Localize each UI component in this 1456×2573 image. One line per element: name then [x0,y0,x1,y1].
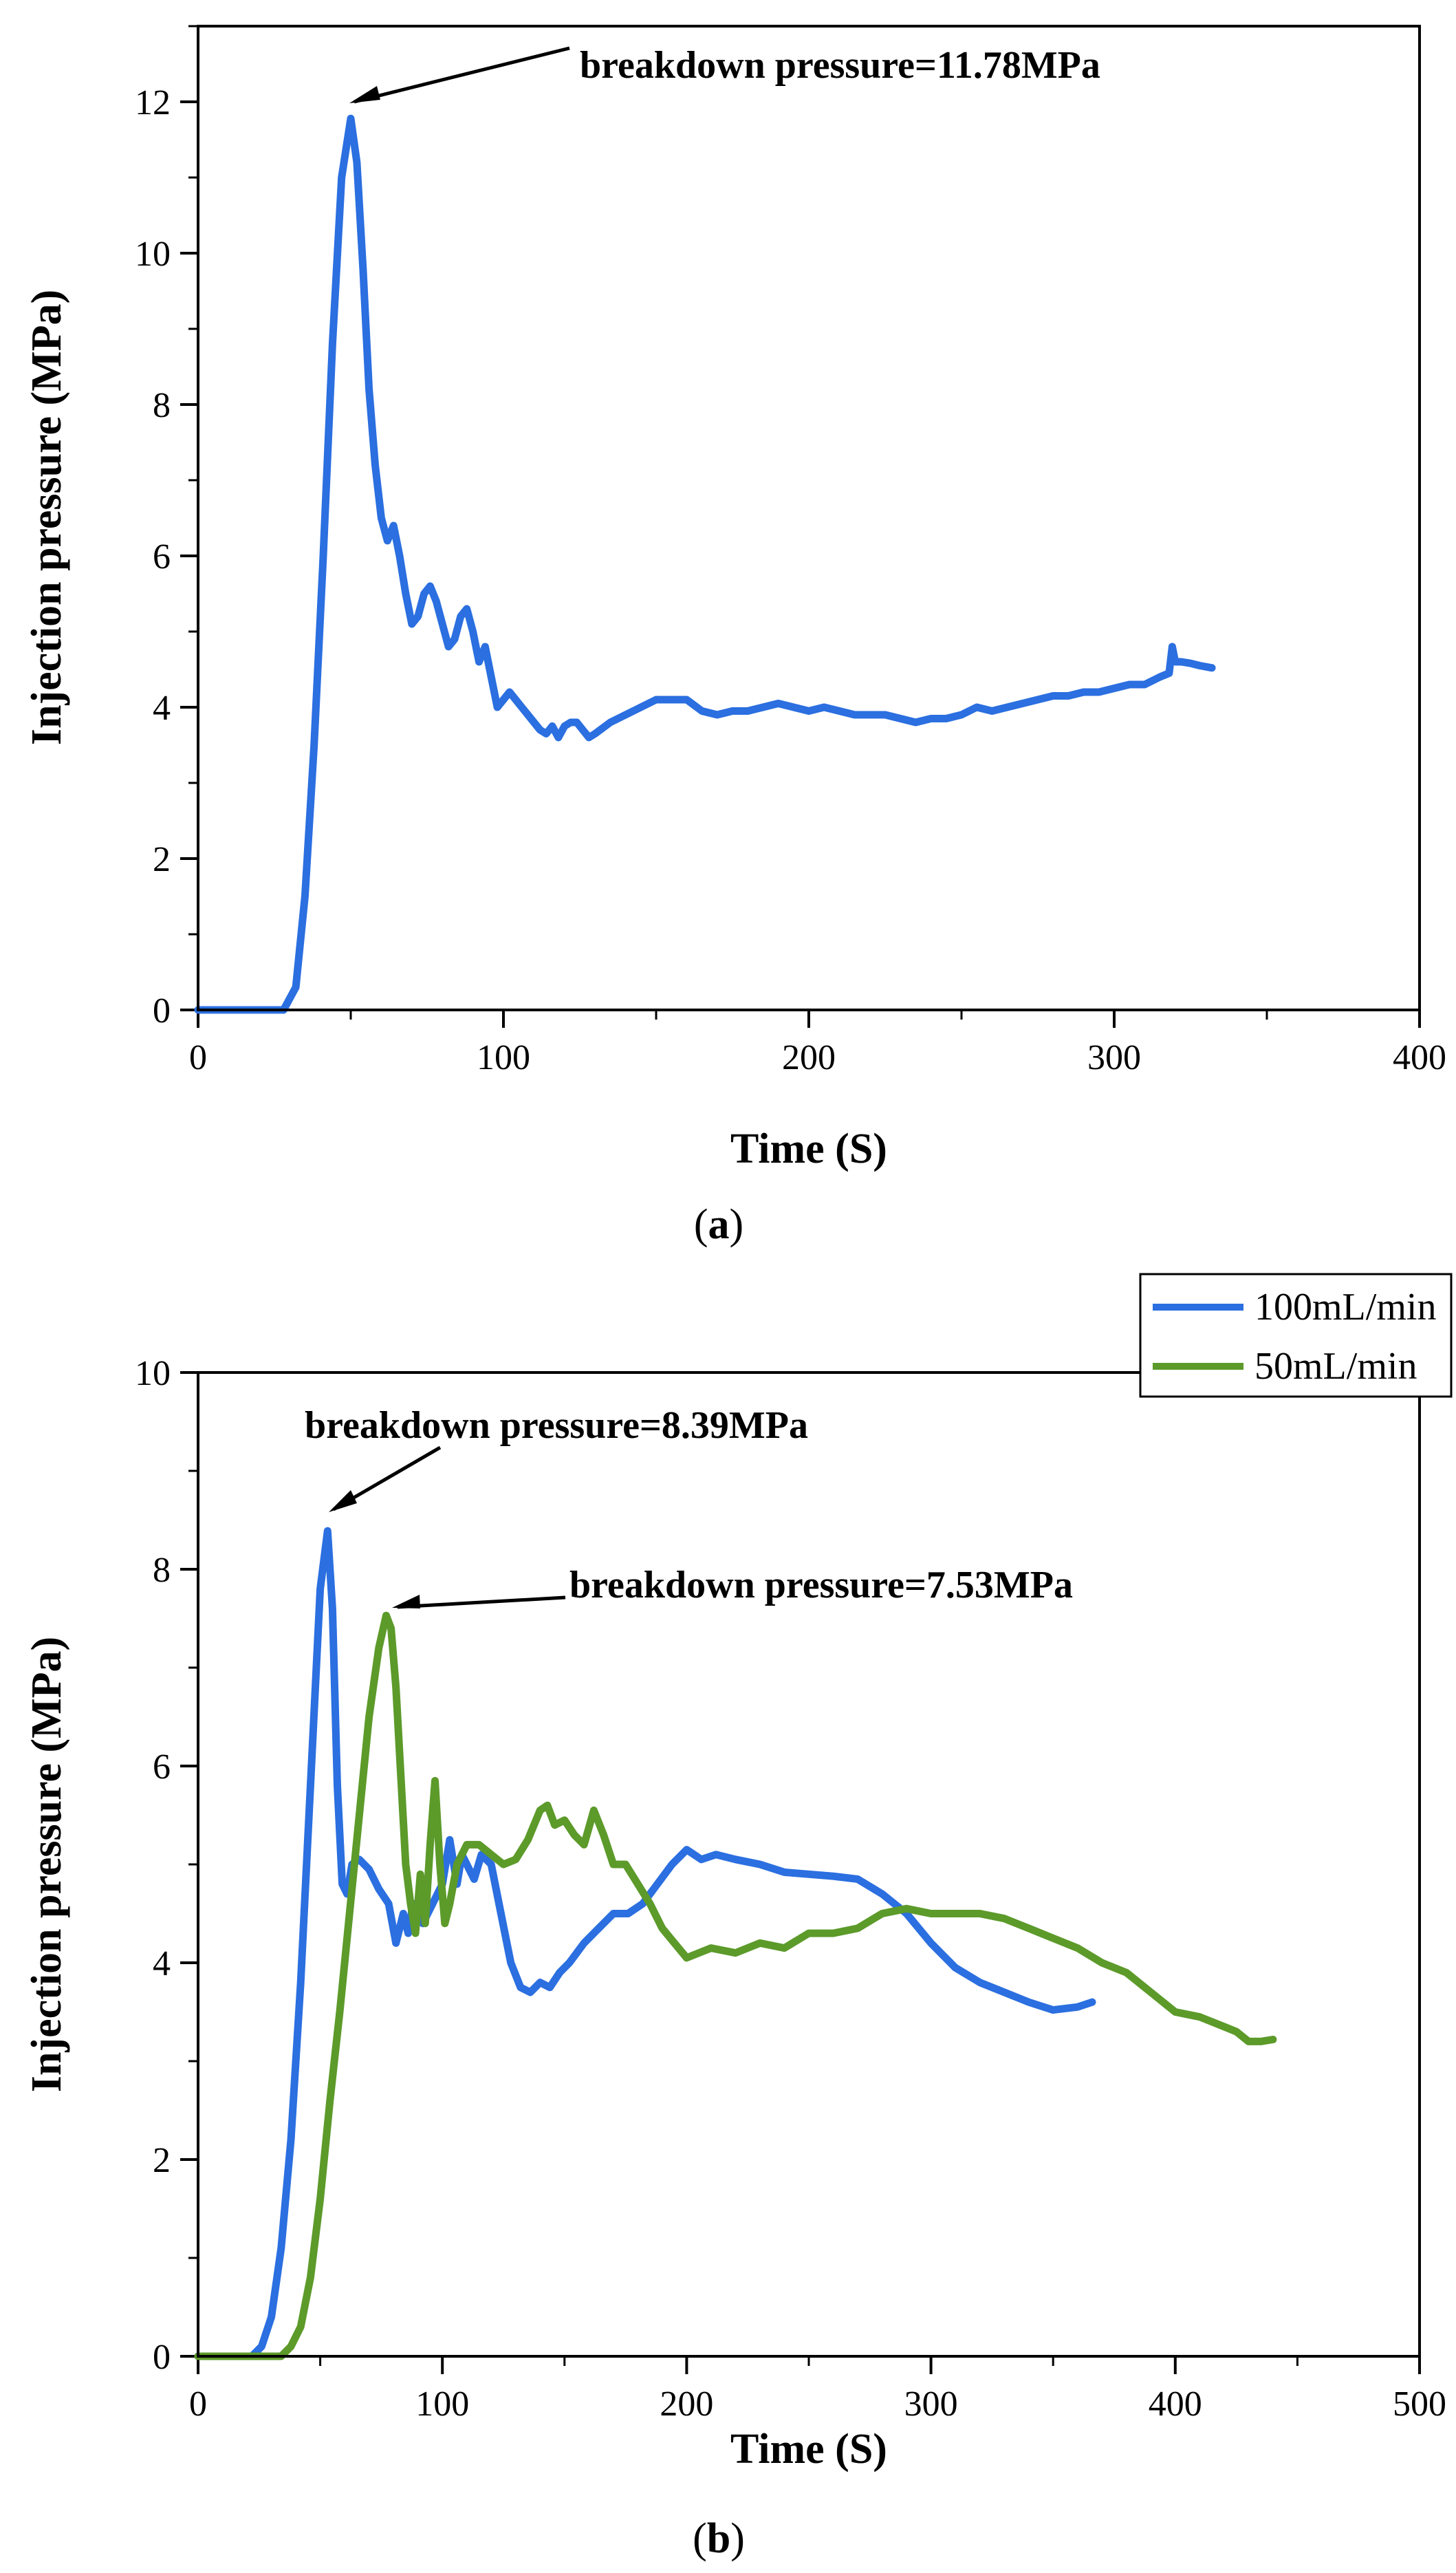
panel-a-annotations: breakdown pressure=11.78MPa [349,44,1100,104]
panel-b-annotation-arrowhead-2 [392,1595,420,1608]
panel-b-x-tick-label-500: 500 [1393,2384,1446,2424]
panel-a-series-100ml-min [194,114,1216,1014]
panel-b-x-tick-label-100: 100 [415,2384,469,2424]
panel-b-x-tick-label-300: 300 [904,2384,958,2424]
panel-b-series [194,1527,1277,2360]
panel-a-plot-frame [197,25,1421,1011]
panel-b-legend: 100mL/min 50mL/min [1139,1273,1453,1398]
panel-b-y-tick-label-4: 4 [153,1944,171,1983]
panel-a-y-tick-label-10: 10 [135,235,171,274]
panel-b-annotation-arrowhead-1 [329,1490,357,1512]
panel-b-x-tick-label-0: 0 [189,2384,207,2424]
panel-a-label: (a) [694,1201,743,1248]
panel-a-x-tick-label-200: 200 [782,1038,836,1077]
panel-a-y-tick-label-8: 8 [153,386,171,425]
panel-a-annotation-label: breakdown pressure=11.78MPa [580,44,1100,87]
panel-b-label: (b) [693,2515,745,2562]
panel-b-annotations: breakdown pressure=8.39MPa breakdown pre… [305,1404,1073,1609]
panel-b-annotation-label-1: breakdown pressure=8.39MPa [305,1404,808,1447]
panel-b-x-tick-label-200: 200 [660,2384,713,2424]
panel-a-x-tick-label-100: 100 [477,1038,530,1077]
panel-b-legend-box [1139,1273,1453,1398]
panel-b-label-letter: b [707,2515,730,2562]
panel-a-y-axis-title: Injection pressure (MPa) [23,290,70,745]
panel-b-annotation-arrow-2 [397,1595,566,1609]
panel-a-y-tick-label-12: 12 [135,83,171,122]
panel-b-y-tick-label-8: 8 [153,1551,171,1590]
panel-a: 0 100 200 300 400 0 2 4 6 8 10 12 Time (S) Injectio… [23,25,1446,1248]
panel-a-annotation-arrowhead [349,86,380,103]
panel-b-plot-frame [197,1371,1421,2358]
panel-a-ticks: 0 100 200 300 400 0 2 4 6 8 10 12 [135,25,1446,1077]
panel-b-y-tick-label-0: 0 [153,2338,171,2377]
panel-b-y-tick-label-10: 10 [135,1354,171,1393]
panel-b-y-axis-title: Injection pressure (MPa) [23,1637,70,2092]
panel-a-x-tick-label-400: 400 [1393,1038,1446,1077]
panel-a-label-letter: a [708,1201,730,1248]
panel-a-x-tick-label-0: 0 [189,1038,207,1077]
panel-b-series-50ml-min [194,1611,1277,2360]
panel-b-x-axis-title: Time (S) [730,2426,887,2473]
panel-a-series [194,114,1216,1014]
panel-a-x-axis-title: Time (S) [730,1126,887,1172]
panel-b-y-tick-label-2: 2 [153,2141,171,2180]
panel-a-y-tick-label-4: 4 [153,689,171,728]
panel-b-ticks: 0 100 200 300 400 500 0 2 4 6 8 10 [135,1354,1446,2424]
panel-b-y-tick-label-6: 6 [153,1747,171,1787]
panel-a-y-tick-label-6: 6 [153,537,171,577]
panel-b-series-100ml-min [194,1527,1096,2360]
panel-b-annotation-label-2: breakdown pressure=7.53MPa [569,1564,1073,1606]
panel-b-x-tick-label-400: 400 [1149,2384,1202,2424]
panel-a-y-tick-label-0: 0 [153,991,171,1031]
legend-label-50ml: 50mL/min [1254,1345,1417,1388]
panel-a-x-tick-label-300: 300 [1087,1038,1141,1077]
panel-a-y-tick-label-2: 2 [153,840,171,879]
panel-a-annotation-arrow [354,46,570,104]
panel-b: 0 100 200 300 400 500 0 2 4 6 8 10 Time (S) Injecti… [23,1273,1453,2562]
legend-label-100ml: 100mL/min [1254,1286,1436,1328]
